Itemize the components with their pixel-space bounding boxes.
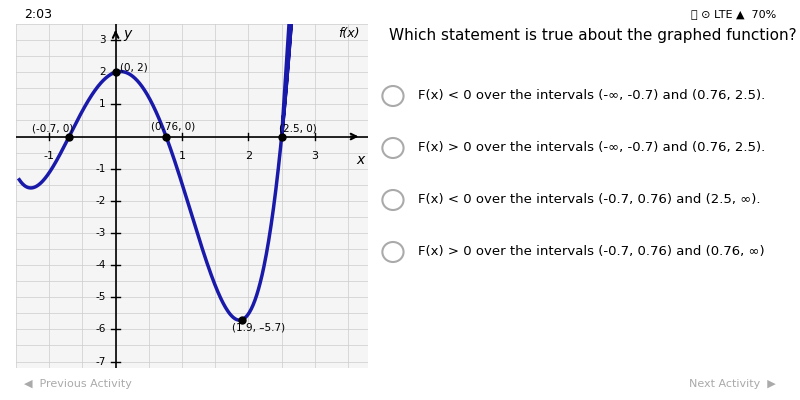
Text: 2: 2 [99, 67, 106, 77]
Text: (2.5, 0): (2.5, 0) [279, 124, 317, 134]
Text: (1.9, –5.7): (1.9, –5.7) [232, 323, 285, 333]
Point [235, 316, 248, 323]
Point [110, 69, 122, 76]
Text: F(x) < 0 over the intervals (-∞, -0.7) and (0.76, 2.5).: F(x) < 0 over the intervals (-∞, -0.7) a… [418, 90, 766, 102]
Text: 3: 3 [311, 151, 318, 161]
Text: F(x) > 0 over the intervals (-0.7, 0.76) and (0.76, ∞): F(x) > 0 over the intervals (-0.7, 0.76)… [418, 246, 765, 258]
Text: -6: -6 [95, 324, 106, 334]
Text: f(x): f(x) [338, 27, 360, 40]
Text: 3: 3 [99, 35, 106, 45]
Text: ⬦ ⊙ LTE ▲  70%: ⬦ ⊙ LTE ▲ 70% [690, 9, 776, 19]
Text: ◀  Previous Activity: ◀ Previous Activity [24, 379, 132, 389]
Text: 1: 1 [178, 151, 186, 161]
Point [62, 133, 75, 140]
Text: F(x) < 0 over the intervals (-0.7, 0.76) and (2.5, ∞).: F(x) < 0 over the intervals (-0.7, 0.76)… [418, 194, 761, 206]
Text: (0.76, 0): (0.76, 0) [150, 122, 195, 132]
Text: -7: -7 [95, 356, 106, 366]
Text: -3: -3 [95, 228, 106, 238]
Text: Next Activity  ▶: Next Activity ▶ [690, 379, 776, 389]
Text: x: x [357, 152, 365, 166]
Text: (-0.7, 0): (-0.7, 0) [32, 124, 74, 134]
Text: 1: 1 [99, 99, 106, 109]
Text: (0, 2): (0, 2) [120, 62, 148, 72]
Text: -2: -2 [95, 196, 106, 206]
Text: y: y [123, 27, 132, 41]
Text: -1: -1 [95, 164, 106, 174]
Text: 2:03: 2:03 [24, 8, 52, 20]
Text: -5: -5 [95, 292, 106, 302]
Text: -4: -4 [95, 260, 106, 270]
Point [275, 133, 288, 140]
Text: -1: -1 [44, 151, 54, 161]
Point [160, 133, 173, 140]
Text: Which statement is true about the graphed function?: Which statement is true about the graphe… [389, 28, 796, 43]
Text: F(x) > 0 over the intervals (-∞, -0.7) and (0.76, 2.5).: F(x) > 0 over the intervals (-∞, -0.7) a… [418, 142, 766, 154]
Text: 2: 2 [245, 151, 252, 161]
